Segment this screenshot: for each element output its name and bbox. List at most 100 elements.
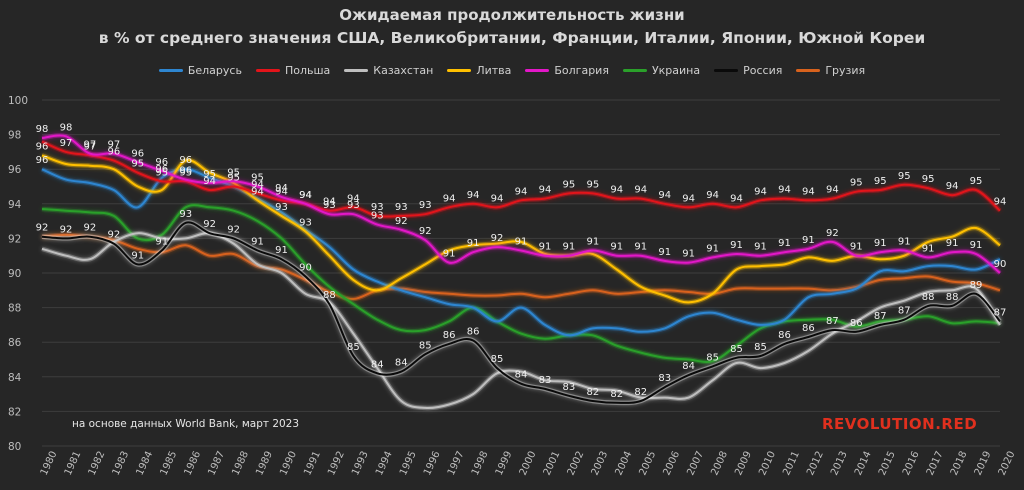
- data-label-russia: 84: [371, 359, 384, 370]
- data-label-lithuania: 96: [36, 141, 49, 152]
- chart-subtitle: в % от среднего значения США, Великобрит…: [98, 29, 926, 47]
- data-label-poland: 94: [682, 193, 695, 204]
- x-tick-label: 1984: [135, 450, 156, 478]
- series-line-belarus: [41, 168, 1001, 337]
- data-label-poland: 94: [706, 190, 719, 201]
- y-tick-label: 98: [8, 130, 21, 142]
- series-line-poland: [41, 140, 1001, 218]
- data-label-russia: 87: [874, 311, 887, 322]
- legend-label: Польша: [284, 64, 331, 77]
- x-tick-label: 2020: [997, 450, 1018, 478]
- data-label-bulgaria: 97: [84, 140, 97, 151]
- data-label-russia: 93: [179, 209, 192, 220]
- data-label-poland: 94: [778, 185, 791, 196]
- data-label-bulgaria: 91: [946, 238, 959, 249]
- x-tick-label: 1992: [326, 450, 347, 478]
- data-label-russia: 86: [850, 318, 863, 329]
- x-tick-label: 1985: [158, 450, 179, 478]
- brand-logo: REVOLUTION.RED: [822, 415, 978, 433]
- data-label-russia: 87: [826, 316, 839, 327]
- x-tick-label: 2001: [542, 450, 563, 478]
- data-label-bulgaria: 91: [610, 242, 623, 253]
- data-label-poland: 94: [946, 181, 959, 192]
- x-tick-label: 2010: [757, 450, 778, 478]
- data-label-russia: 86: [443, 330, 456, 341]
- legend-label: Украина: [651, 64, 701, 77]
- data-label-poland: 94: [515, 186, 528, 197]
- legend-swatch: [525, 69, 550, 72]
- x-tick-label: 2011: [781, 450, 802, 478]
- data-label-bulgaria: 91: [539, 242, 552, 253]
- data-label-belarus: 96: [155, 164, 168, 175]
- data-label-bulgaria: 91: [970, 240, 983, 251]
- y-tick-label: 80: [8, 441, 21, 453]
- x-tick-label: 1987: [206, 450, 227, 478]
- legend-label: Литва: [476, 64, 512, 77]
- data-label-bulgaria: 95: [203, 169, 216, 180]
- x-tick-label: 1997: [446, 450, 467, 478]
- x-tick-label: 2015: [877, 450, 898, 478]
- legend-label: Казахстан: [373, 64, 434, 77]
- legend-swatch: [158, 69, 183, 72]
- legend-item-kazakhstan: Казахстан: [344, 64, 433, 77]
- data-label-russia: 84: [682, 361, 695, 372]
- data-label-russia: 88: [323, 290, 336, 301]
- x-tick-label: 1981: [63, 450, 84, 478]
- data-label-bulgaria: 93: [323, 200, 336, 211]
- data-label-bulgaria: 92: [395, 216, 408, 227]
- legend-item-belarus: Беларусь: [158, 64, 242, 77]
- data-label-russia: 85: [706, 352, 719, 363]
- data-label-russia: 84: [395, 358, 408, 369]
- x-tick-label: 1994: [374, 450, 395, 478]
- data-label-lithuania: 93: [299, 217, 312, 228]
- data-label-bulgaria: 98: [60, 122, 73, 133]
- data-label-belarus: 96: [179, 155, 192, 166]
- x-tick-label: 2000: [518, 450, 539, 478]
- x-tick-label: 1989: [254, 450, 275, 478]
- data-label-russia: 86: [778, 330, 791, 341]
- data-label-poland: 94: [754, 186, 767, 197]
- data-label-bulgaria: 91: [802, 235, 815, 246]
- series-glow-ukraine: [41, 202, 1001, 365]
- data-label-russia: 89: [970, 280, 983, 291]
- data-label-poland: 94: [491, 193, 504, 204]
- data-label-bulgaria: 96: [179, 166, 192, 177]
- data-label-russia: 91: [251, 237, 264, 248]
- data-label-russia: 85: [419, 340, 432, 351]
- legend-swatch: [344, 69, 369, 72]
- y-tick-label: 86: [8, 337, 22, 349]
- legend-label: Грузия: [825, 64, 866, 77]
- data-label-poland: 95: [970, 176, 983, 187]
- data-label-poland: 94: [539, 185, 552, 196]
- series-line-russia: [41, 221, 1001, 404]
- legend-swatch: [714, 69, 739, 72]
- legend-item-poland: Польша: [255, 64, 331, 77]
- x-tick-label: 2006: [661, 450, 682, 478]
- data-label-bulgaria: 91: [874, 238, 887, 249]
- data-label-bulgaria: 91: [898, 237, 911, 248]
- data-label-poland: 94: [802, 186, 815, 197]
- data-label-poland: 93: [395, 202, 408, 213]
- data-label-bulgaria: 91: [586, 237, 599, 248]
- data-label-bulgaria: 91: [922, 243, 935, 254]
- series-line-bulgaria: [41, 134, 1001, 274]
- data-label-poland: 94: [826, 185, 839, 196]
- x-tick-label: 2008: [709, 450, 730, 478]
- data-label-bulgaria: 91: [634, 242, 647, 253]
- data-label-poland: 94: [730, 193, 743, 204]
- data-label-poland: 95: [922, 174, 935, 185]
- data-label-poland: 93: [371, 202, 384, 213]
- data-label-bulgaria: 91: [682, 249, 695, 260]
- legend-swatch: [255, 69, 280, 72]
- x-tick-label: 1995: [398, 450, 419, 478]
- x-tick-label: 2005: [637, 450, 658, 478]
- data-label-poland: 96: [107, 147, 120, 158]
- data-label-poland: 94: [634, 185, 647, 196]
- y-tick-label: 90: [8, 268, 21, 280]
- x-tick-label: 1996: [422, 450, 443, 478]
- x-tick-label: 2018: [949, 450, 970, 478]
- data-label-russia: 85: [730, 344, 743, 355]
- chart-legend: Беларусь Польша Казахстан Литва Болгария Укра…: [0, 64, 1024, 77]
- data-label-russia: 84: [515, 370, 528, 381]
- y-tick-label: 82: [8, 406, 21, 418]
